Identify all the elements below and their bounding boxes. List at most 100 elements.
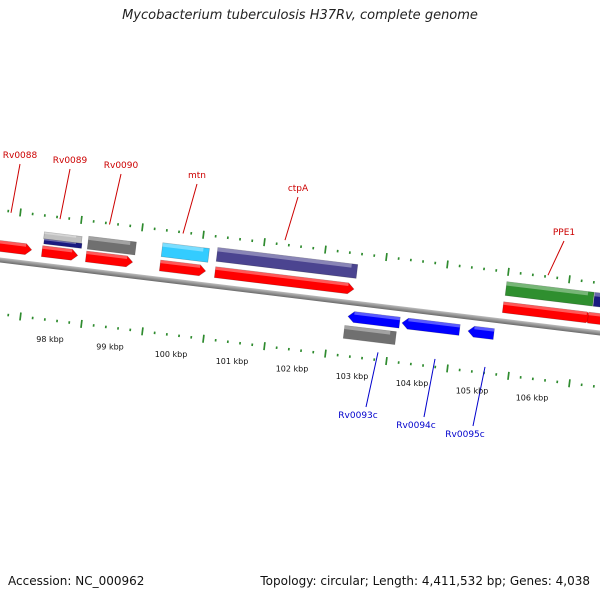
gene-Rv0095c-shine — [474, 326, 495, 332]
gene-Rv0095c[interactable] — [467, 325, 495, 340]
cog-ctpA[interactable] — [215, 247, 359, 279]
minor-tick — [397, 257, 400, 260]
minor-tick — [275, 242, 278, 246]
scale-label: 105 kbp — [456, 386, 489, 395]
minor-tick — [483, 267, 486, 271]
minor-tick — [348, 355, 351, 358]
gene-Rv0088-shine — [0, 239, 27, 247]
gene-Rv0089[interactable] — [41, 245, 79, 261]
backbone-band — [0, 252, 600, 343]
scale-label: 101 kbp — [216, 357, 249, 366]
minor-tick — [31, 316, 34, 320]
cog-Rv0093c-shine — [344, 325, 391, 335]
gene-ctpA-shine — [215, 266, 349, 286]
label-mtn: mtn — [188, 171, 206, 181]
minor-tick — [592, 280, 595, 284]
minor-tick — [129, 224, 132, 228]
gene-Rv0090[interactable] — [85, 250, 134, 268]
minor-tick — [336, 353, 339, 357]
cog-PPE1[interactable] — [504, 281, 595, 307]
cog-Rv0093c[interactable] — [342, 325, 397, 345]
minor-tick — [117, 327, 120, 330]
minor-tick — [409, 258, 412, 262]
minor-tick — [251, 343, 254, 347]
minor-tick — [287, 347, 290, 351]
minor-tick — [544, 275, 547, 278]
label-Rv0090: Rv0090 — [104, 161, 139, 171]
gene-Rv0090-shine — [86, 251, 128, 260]
gene-Rv0088[interactable] — [0, 238, 33, 255]
minor-tick — [190, 335, 193, 339]
minor-tick — [519, 376, 522, 379]
minor-tick — [592, 384, 595, 388]
cog-edge-shine — [594, 292, 600, 298]
minor-tick — [495, 269, 498, 272]
leader-Rv0093c — [365, 352, 379, 408]
cog-Rv0090[interactable] — [86, 235, 137, 256]
major-tick — [385, 356, 388, 366]
minor-tick — [422, 260, 425, 263]
major-tick — [385, 252, 388, 262]
cog-Rv0089-bottom[interactable] — [43, 238, 83, 249]
minor-tick — [348, 251, 351, 254]
minor-tick — [153, 227, 156, 231]
major-tick — [141, 223, 144, 232]
cog-Rv0089-bottom-shine — [44, 238, 77, 245]
minor-tick — [300, 245, 303, 249]
gene-Rv0093c[interactable] — [347, 311, 401, 329]
gene-Rv0093c-shine — [354, 311, 401, 321]
feature-labels: Rv0088 Rv0089 Rv0090 mtn ctpA PPE1 Rv0093c Rv00… — [3, 151, 575, 440]
cog-edge[interactable] — [592, 291, 600, 309]
gene-ctpA[interactable] — [214, 266, 355, 295]
label-Rv0093c: Rv0093c — [338, 411, 377, 421]
minor-tick — [68, 217, 71, 220]
minor-tick — [458, 368, 461, 372]
major-tick — [80, 215, 83, 224]
feature-track — [0, 231, 600, 345]
label-ctpA: ctpA — [288, 184, 309, 194]
minor-tick — [7, 209, 10, 213]
minor-tick — [226, 340, 229, 344]
major-tick — [202, 334, 205, 343]
major-tick — [202, 230, 205, 239]
gene-mtn[interactable] — [159, 259, 207, 277]
minor-tick — [531, 377, 534, 381]
major-tick — [324, 349, 327, 358]
gene-Rv0089-shine — [42, 245, 73, 253]
scale-labels: 98 kbp 99 kbp 100 kbp 101 kbp 102 kbp 103 kbp… — [36, 335, 548, 403]
minor-tick — [226, 236, 229, 240]
minor-tick — [373, 358, 376, 361]
gene-Rv0094c[interactable] — [401, 317, 461, 336]
map-title: Mycobacterium tuberculosis H37Rv, comple… — [122, 8, 478, 23]
cog-PPE1-shine — [506, 281, 589, 296]
major-tick — [263, 342, 266, 351]
minor-tick — [214, 338, 217, 342]
minor-tick — [361, 252, 364, 256]
minor-tick — [336, 249, 339, 253]
gene-edge[interactable] — [587, 311, 600, 326]
cog-Rv0089-top-shine — [44, 231, 77, 238]
minor-tick — [470, 370, 473, 373]
scale-label: 104 kbp — [396, 379, 429, 388]
minor-tick — [178, 334, 181, 338]
cog-mtn[interactable] — [160, 242, 210, 263]
minor-tick — [544, 379, 547, 382]
leader-ctpA — [284, 196, 299, 241]
scale-label: 99 kbp — [96, 342, 124, 351]
minor-tick — [214, 234, 217, 238]
major-tick — [446, 260, 449, 269]
minor-tick — [117, 223, 120, 226]
minor-tick — [580, 383, 583, 387]
minor-tick — [178, 230, 181, 234]
gene-mtn-shine — [160, 260, 201, 268]
minor-tick — [556, 276, 559, 280]
minor-tick — [434, 261, 437, 265]
leader-PPE1 — [547, 240, 565, 276]
scale-label: 98 kbp — [36, 335, 64, 344]
label-Rv0088: Rv0088 — [3, 151, 38, 161]
minor-tick — [239, 237, 242, 241]
minor-tick — [531, 273, 534, 277]
minor-tick — [251, 239, 254, 243]
major-tick — [141, 327, 144, 336]
